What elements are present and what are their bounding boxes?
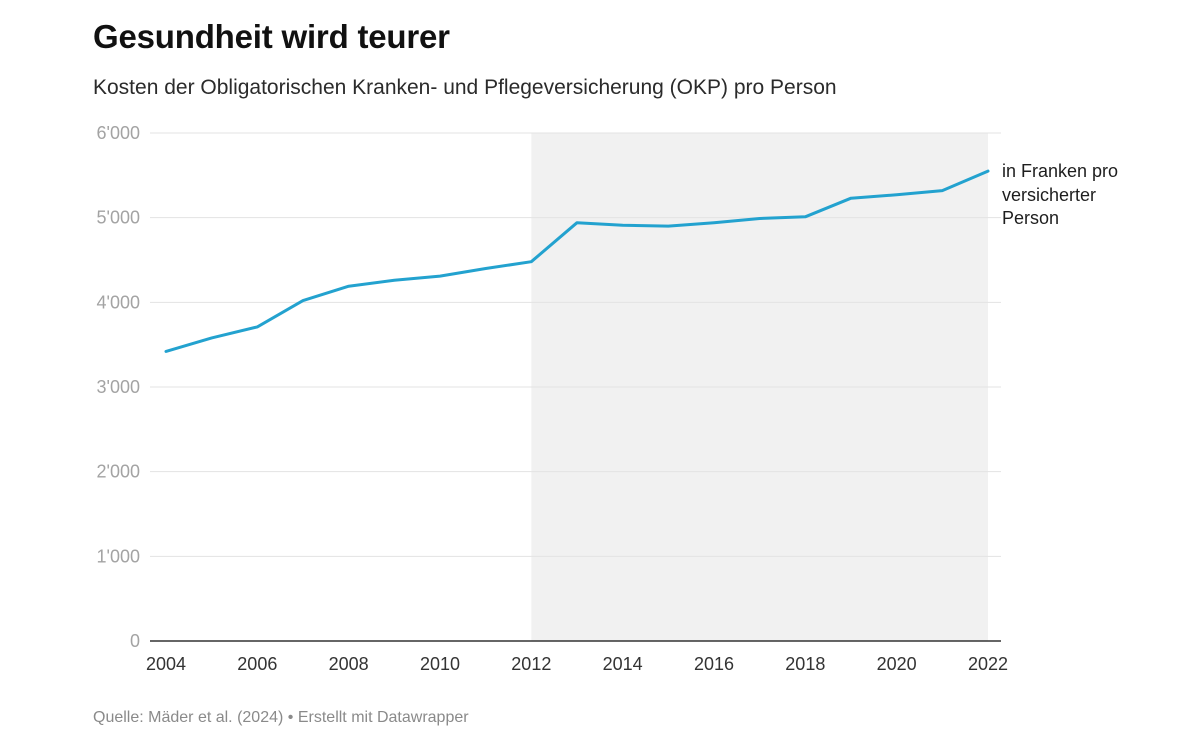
gridlines — [150, 132, 1001, 557]
data-point — [801, 213, 809, 221]
data-point — [436, 272, 444, 280]
x-tick-label: 2014 — [603, 654, 643, 674]
data-point — [938, 187, 946, 195]
data-point — [527, 258, 535, 266]
source-note: Quelle: Mäder et al. (2024) • Erstellt m… — [93, 709, 469, 727]
y-tick-label: 4'000 — [97, 292, 140, 312]
x-tick-label: 2006 — [237, 654, 277, 674]
y-tick-label: 2'000 — [97, 462, 140, 482]
data-point — [710, 219, 718, 227]
data-point — [847, 194, 855, 202]
data-point — [573, 219, 581, 227]
x-tick-label: 2016 — [694, 654, 734, 674]
data-point — [299, 297, 307, 305]
data-point — [984, 167, 992, 175]
data-point — [893, 191, 901, 199]
y-tick-label: 1'000 — [97, 546, 140, 566]
x-tick-label: 2012 — [511, 654, 551, 674]
data-point — [664, 222, 672, 230]
x-axis-ticks: 2004 2006 2008 2010 2012 2014 2016 2018 2020 2022 — [146, 654, 1008, 674]
data-point — [390, 276, 398, 284]
y-tick-label: 0 — [130, 631, 140, 651]
chart-subtitle: Kosten der Obligatorischen Kranken- und … — [93, 76, 837, 99]
series-line — [164, 169, 990, 353]
source-text: Quelle: Mäder et al. (2024) — [93, 709, 284, 726]
x-tick-label: 2004 — [146, 654, 186, 674]
data-point — [482, 264, 490, 272]
y-tick-label: 6'000 — [97, 123, 140, 143]
y-tick-label: 3'000 — [97, 377, 140, 397]
chart-title: Gesundheit wird teurer — [93, 18, 450, 55]
x-tick-label: 2022 — [968, 654, 1008, 674]
unit-annotation: in Franken pro versicherter Person — [1002, 161, 1119, 228]
y-axis-ticks: 0 1'000 2'000 3'000 4'000 5'000 6'000 — [97, 123, 140, 651]
data-point — [345, 282, 353, 290]
data-point — [162, 347, 170, 355]
x-tick-label: 2008 — [329, 654, 369, 674]
line-chart: 0 1'000 2'000 3'000 4'000 5'000 6'000 2004 2006… — [97, 123, 1009, 674]
data-point — [756, 215, 764, 223]
data-point — [253, 323, 261, 331]
x-tick-label: 2010 — [420, 654, 460, 674]
x-tick-label: 2020 — [877, 654, 917, 674]
data-point — [208, 334, 216, 342]
y-tick-label: 5'000 — [97, 208, 140, 228]
separator-dot: • — [287, 709, 294, 726]
data-point — [619, 221, 627, 229]
credit-link[interactable]: Erstellt mit Datawrapper — [297, 709, 469, 726]
x-tick-label: 2018 — [785, 654, 825, 674]
